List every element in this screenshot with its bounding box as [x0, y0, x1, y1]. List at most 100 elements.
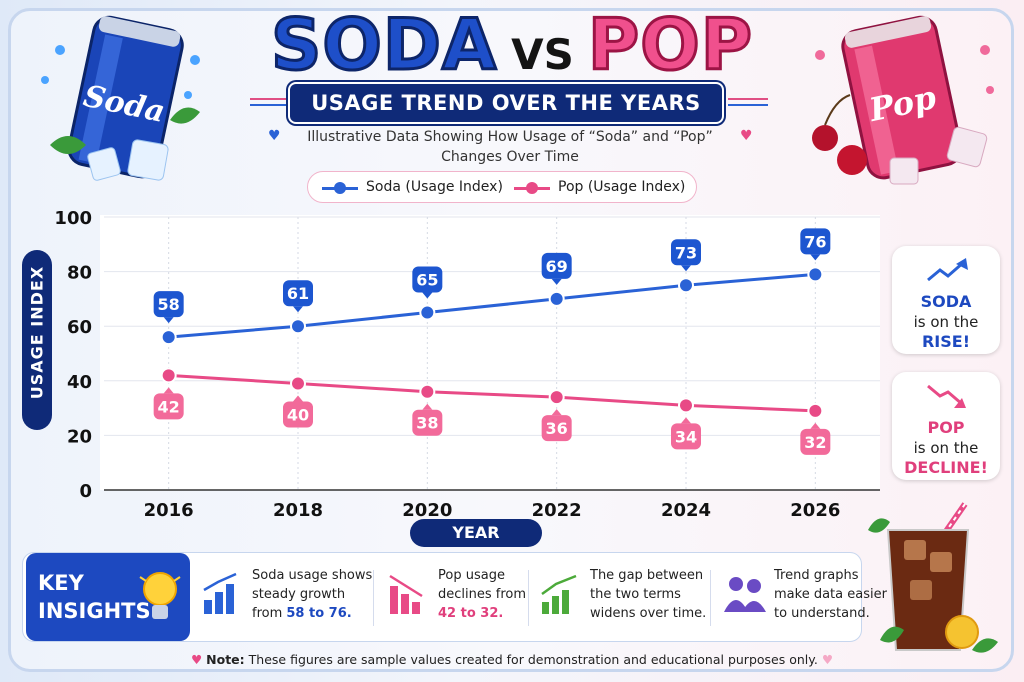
growth-chart-icon	[541, 574, 577, 614]
series-line-soda	[168, 272, 816, 339]
data-label-soda: 58	[158, 295, 180, 314]
y-axis-label-pill	[22, 250, 52, 430]
y-tick-label: 80	[67, 263, 92, 284]
data-point-soda	[807, 266, 824, 283]
data-label-box-soda	[412, 266, 443, 293]
x-tick-label: 2022	[532, 500, 582, 521]
insight-item-1: Soda usage shows steady growth from 58 t…	[252, 568, 373, 621]
legend-label-pop: Pop (Usage Index)	[558, 179, 686, 195]
x-tick-label: 2018	[273, 500, 323, 521]
data-label-pointer-soda	[293, 306, 303, 313]
chart-legend: Soda (Usage Index) Pop (Usage Index)	[307, 171, 697, 203]
data-label-box-soda	[671, 239, 701, 266]
callout-soda-status: RISE!	[921, 332, 971, 351]
footnote: ♥ Note: These figures are sample values …	[0, 652, 1024, 667]
x-tick-label: 2016	[144, 500, 194, 521]
x-tick-label: 2024	[661, 500, 711, 521]
bar-chart-up-icon	[203, 572, 237, 614]
decor-line	[250, 104, 286, 106]
data-label-box-pop	[412, 409, 443, 436]
data-label-soda: 76	[804, 232, 826, 251]
plot-area	[100, 215, 880, 490]
key-insights-line1: KEY	[38, 571, 84, 595]
heart-icon: ♥	[740, 128, 753, 144]
data-label-box-soda	[153, 291, 184, 318]
note-text: These figures are sample values created …	[248, 652, 818, 667]
y-tick-label: 20	[67, 426, 92, 447]
trend-down-icon	[927, 384, 966, 408]
callout-pop-name: POP	[927, 418, 965, 437]
subtitle-banner: USAGE TREND OVER THE YEARS	[290, 84, 722, 122]
main-title: SODA VS POP	[0, 3, 1024, 88]
legend-item-soda: Soda (Usage Index)	[322, 179, 503, 195]
data-label-box-pop	[541, 415, 572, 442]
x-tick-label: 2020	[402, 500, 452, 521]
data-label-pointer-pop	[551, 409, 562, 416]
data-point-pop	[807, 402, 824, 419]
data-point-soda	[160, 329, 177, 346]
decor-line	[250, 98, 286, 100]
data-label-box-pop	[283, 401, 313, 428]
data-point-pop	[678, 397, 694, 414]
data-label-soda: 69	[546, 257, 568, 276]
legend-item-pop: Pop (Usage Index)	[514, 179, 685, 195]
decor-line	[728, 98, 768, 100]
bar-chart-down-icon	[389, 574, 423, 614]
data-point-soda	[419, 304, 436, 321]
y-tick-label: 60	[67, 317, 92, 338]
data-label-box-soda	[800, 228, 831, 255]
divider	[373, 570, 374, 626]
data-label-pop: 32	[804, 433, 826, 452]
pop-decline-callout: POP is on the DECLINE!	[892, 372, 1000, 480]
heart-icon: ♥	[268, 128, 281, 144]
cola-glass-illustration	[868, 502, 998, 653]
x-axis-label: YEAR	[410, 519, 542, 547]
data-label-soda: 61	[287, 284, 309, 303]
data-label-pop: 40	[287, 406, 309, 425]
x-tick-label: 2026	[790, 500, 840, 521]
key-insights-line2: INSIGHTS	[38, 599, 151, 623]
divider	[710, 570, 711, 626]
data-label-soda: 73	[675, 243, 697, 262]
data-label-box-soda	[283, 280, 313, 307]
data-label-pointer-soda	[681, 265, 691, 272]
data-point-soda	[548, 290, 565, 307]
insight-item-2: Pop usage declines from 42 to 32.	[438, 568, 527, 621]
trend-up-icon	[927, 258, 968, 282]
callout-soda-name: SODA	[920, 292, 972, 311]
soda-can-illustration: Soda	[41, 15, 200, 181]
data-label-pointer-pop	[681, 417, 691, 424]
callout-pop-status: DECLINE!	[904, 458, 988, 477]
key-insights-badge: KEY INSIGHTS	[26, 553, 190, 641]
data-point-soda	[678, 277, 694, 294]
data-label-pop: 42	[158, 397, 180, 416]
data-label-box-soda	[541, 252, 572, 279]
data-point-pop	[419, 383, 436, 400]
title-soda: SODA	[269, 3, 498, 88]
legend-marker-soda	[334, 182, 346, 194]
line-chart: 0 20 40 60 80 100 2016 2018 2020 2022 2024 2026 58 61…	[54, 208, 880, 521]
data-label-pointer-pop	[810, 422, 821, 429]
data-label-pointer-pop	[422, 403, 433, 410]
data-label-soda: 65	[416, 271, 438, 290]
title-pop: POP	[586, 3, 754, 88]
callout-soda-mid: is on the	[913, 313, 979, 331]
data-point-soda	[290, 318, 306, 335]
data-label-pointer-soda	[163, 317, 174, 324]
pop-can-illustration: Pop	[812, 15, 994, 185]
series-line-pop	[168, 373, 816, 413]
chart-caption: Illustrative Data Showing How Usage of “…	[307, 129, 713, 165]
insight-item-3: The gap between the two terms widens ove…	[590, 568, 707, 621]
callout-pop-mid: is on the	[913, 439, 979, 457]
y-tick-label: 40	[67, 372, 92, 393]
y-tick-label: 100	[54, 208, 92, 229]
insight-item-4: Trend graphs make data easier to underst…	[774, 568, 887, 621]
data-label-pointer-soda	[422, 292, 433, 299]
divider	[528, 570, 529, 626]
decor-line	[728, 104, 768, 106]
y-tick-label: 0	[79, 481, 92, 502]
data-point-pop	[548, 389, 565, 406]
heart-icon: ♥	[821, 652, 834, 667]
title-vs: VS	[511, 30, 574, 79]
data-label-pointer-pop	[293, 395, 303, 402]
